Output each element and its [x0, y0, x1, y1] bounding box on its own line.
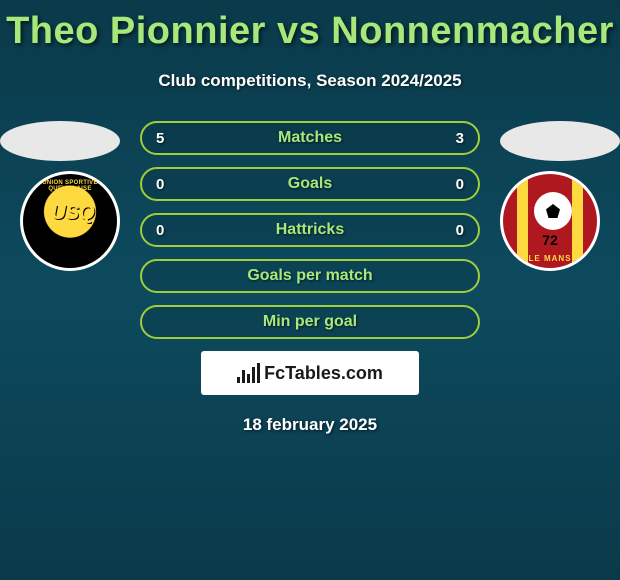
soccer-ball-icon: [534, 192, 572, 230]
date-text: 18 february 2025: [0, 415, 620, 435]
comparison-area: UNION SPORTIVE QUEVILLAISE USQ 72 LE MAN…: [0, 121, 620, 435]
stat-label: Goals: [288, 175, 332, 193]
stat-value-right: 3: [444, 130, 464, 147]
club-badge-right: 72 LE MANS: [500, 171, 600, 271]
club-left-short: USQ: [43, 202, 103, 242]
stat-value-left: 0: [156, 176, 176, 193]
stat-value-left: 0: [156, 222, 176, 239]
stat-label: Goals per match: [247, 267, 372, 285]
stat-row-goals-per-match: Goals per match: [140, 259, 480, 293]
bar-chart-icon: [237, 363, 260, 383]
club-right-name: LE MANS: [503, 254, 597, 263]
club-left-ring-text: UNION SPORTIVE QUEVILLAISE: [23, 180, 117, 192]
stat-row-min-per-goal: Min per goal: [140, 305, 480, 339]
subtitle: Club competitions, Season 2024/2025: [0, 71, 620, 91]
stat-value-right: 0: [444, 222, 464, 239]
club-badge-left: UNION SPORTIVE QUEVILLAISE USQ: [20, 171, 120, 271]
stat-label: Min per goal: [263, 313, 357, 331]
stat-value-right: 0: [444, 176, 464, 193]
watermark-box: FcTables.com: [201, 351, 419, 395]
stat-row-matches: 5 Matches 3: [140, 121, 480, 155]
player-right-avatar-placeholder: [500, 121, 620, 161]
stats-table: 5 Matches 3 0 Goals 0 0 Hattricks 0 Goal…: [140, 121, 480, 339]
player-left-avatar-placeholder: [0, 121, 120, 161]
club-right-number: 72: [503, 232, 597, 248]
stat-label: Hattricks: [276, 221, 344, 239]
page-title: Theo Pionnier vs Nonnenmacher: [0, 0, 620, 53]
stat-row-goals: 0 Goals 0: [140, 167, 480, 201]
stat-label: Matches: [278, 129, 342, 147]
watermark-text: FcTables.com: [264, 363, 383, 384]
stat-row-hattricks: 0 Hattricks 0: [140, 213, 480, 247]
stat-value-left: 5: [156, 130, 176, 147]
